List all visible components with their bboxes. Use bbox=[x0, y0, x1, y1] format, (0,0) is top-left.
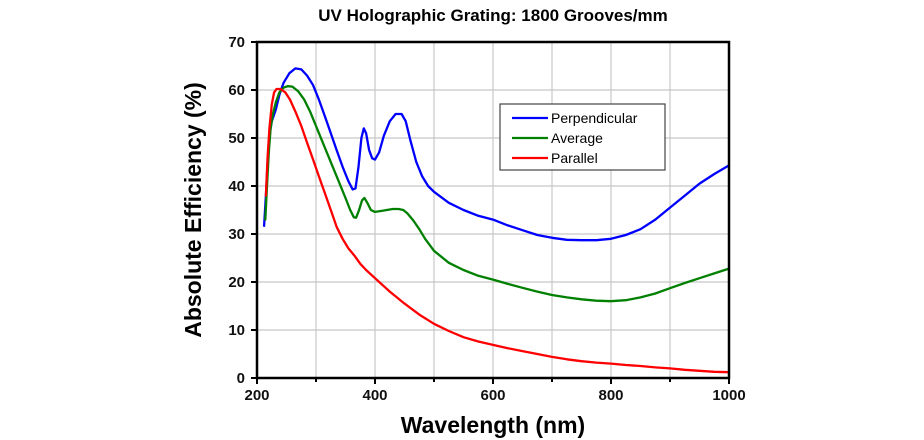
legend-label-average: Average bbox=[551, 130, 603, 146]
x-tick-label: 800 bbox=[598, 387, 623, 404]
x-tick-label: 400 bbox=[362, 387, 387, 404]
y-tick-label: 20 bbox=[228, 274, 245, 291]
x-tick-label: 1000 bbox=[712, 387, 745, 404]
series-group bbox=[262, 67, 731, 374]
series-line-parallel bbox=[264, 87, 731, 374]
x-axis-label: Wavelength (nm) bbox=[401, 412, 585, 438]
y-tick-label: 0 bbox=[237, 370, 245, 387]
y-tick-label: 40 bbox=[228, 178, 245, 195]
legend-label-parallel: Parallel bbox=[551, 150, 598, 166]
axis-ticks: 200 400 600 800 1000 0 10 20 30 40 50 60 70 bbox=[228, 34, 745, 404]
series-line-perpendicular bbox=[262, 67, 731, 242]
series-line-average bbox=[264, 85, 731, 303]
legend: Perpendicular Average Parallel bbox=[499, 103, 666, 171]
legend-label-perpendicular: Perpendicular bbox=[551, 110, 638, 126]
y-tick-label: 10 bbox=[228, 322, 245, 339]
y-tick-label: 50 bbox=[228, 130, 245, 147]
gridlines bbox=[257, 42, 729, 378]
x-tick-label: 600 bbox=[480, 387, 505, 404]
y-tick-label: 60 bbox=[228, 82, 245, 99]
x-tick-label: 200 bbox=[244, 387, 269, 404]
y-tick-label: 30 bbox=[228, 226, 245, 243]
y-tick-label: 70 bbox=[228, 34, 245, 51]
y-axis-label: Absolute Efficiency (%) bbox=[180, 82, 206, 338]
chart-title: UV Holographic Grating: 1800 Grooves/mm bbox=[318, 6, 668, 25]
